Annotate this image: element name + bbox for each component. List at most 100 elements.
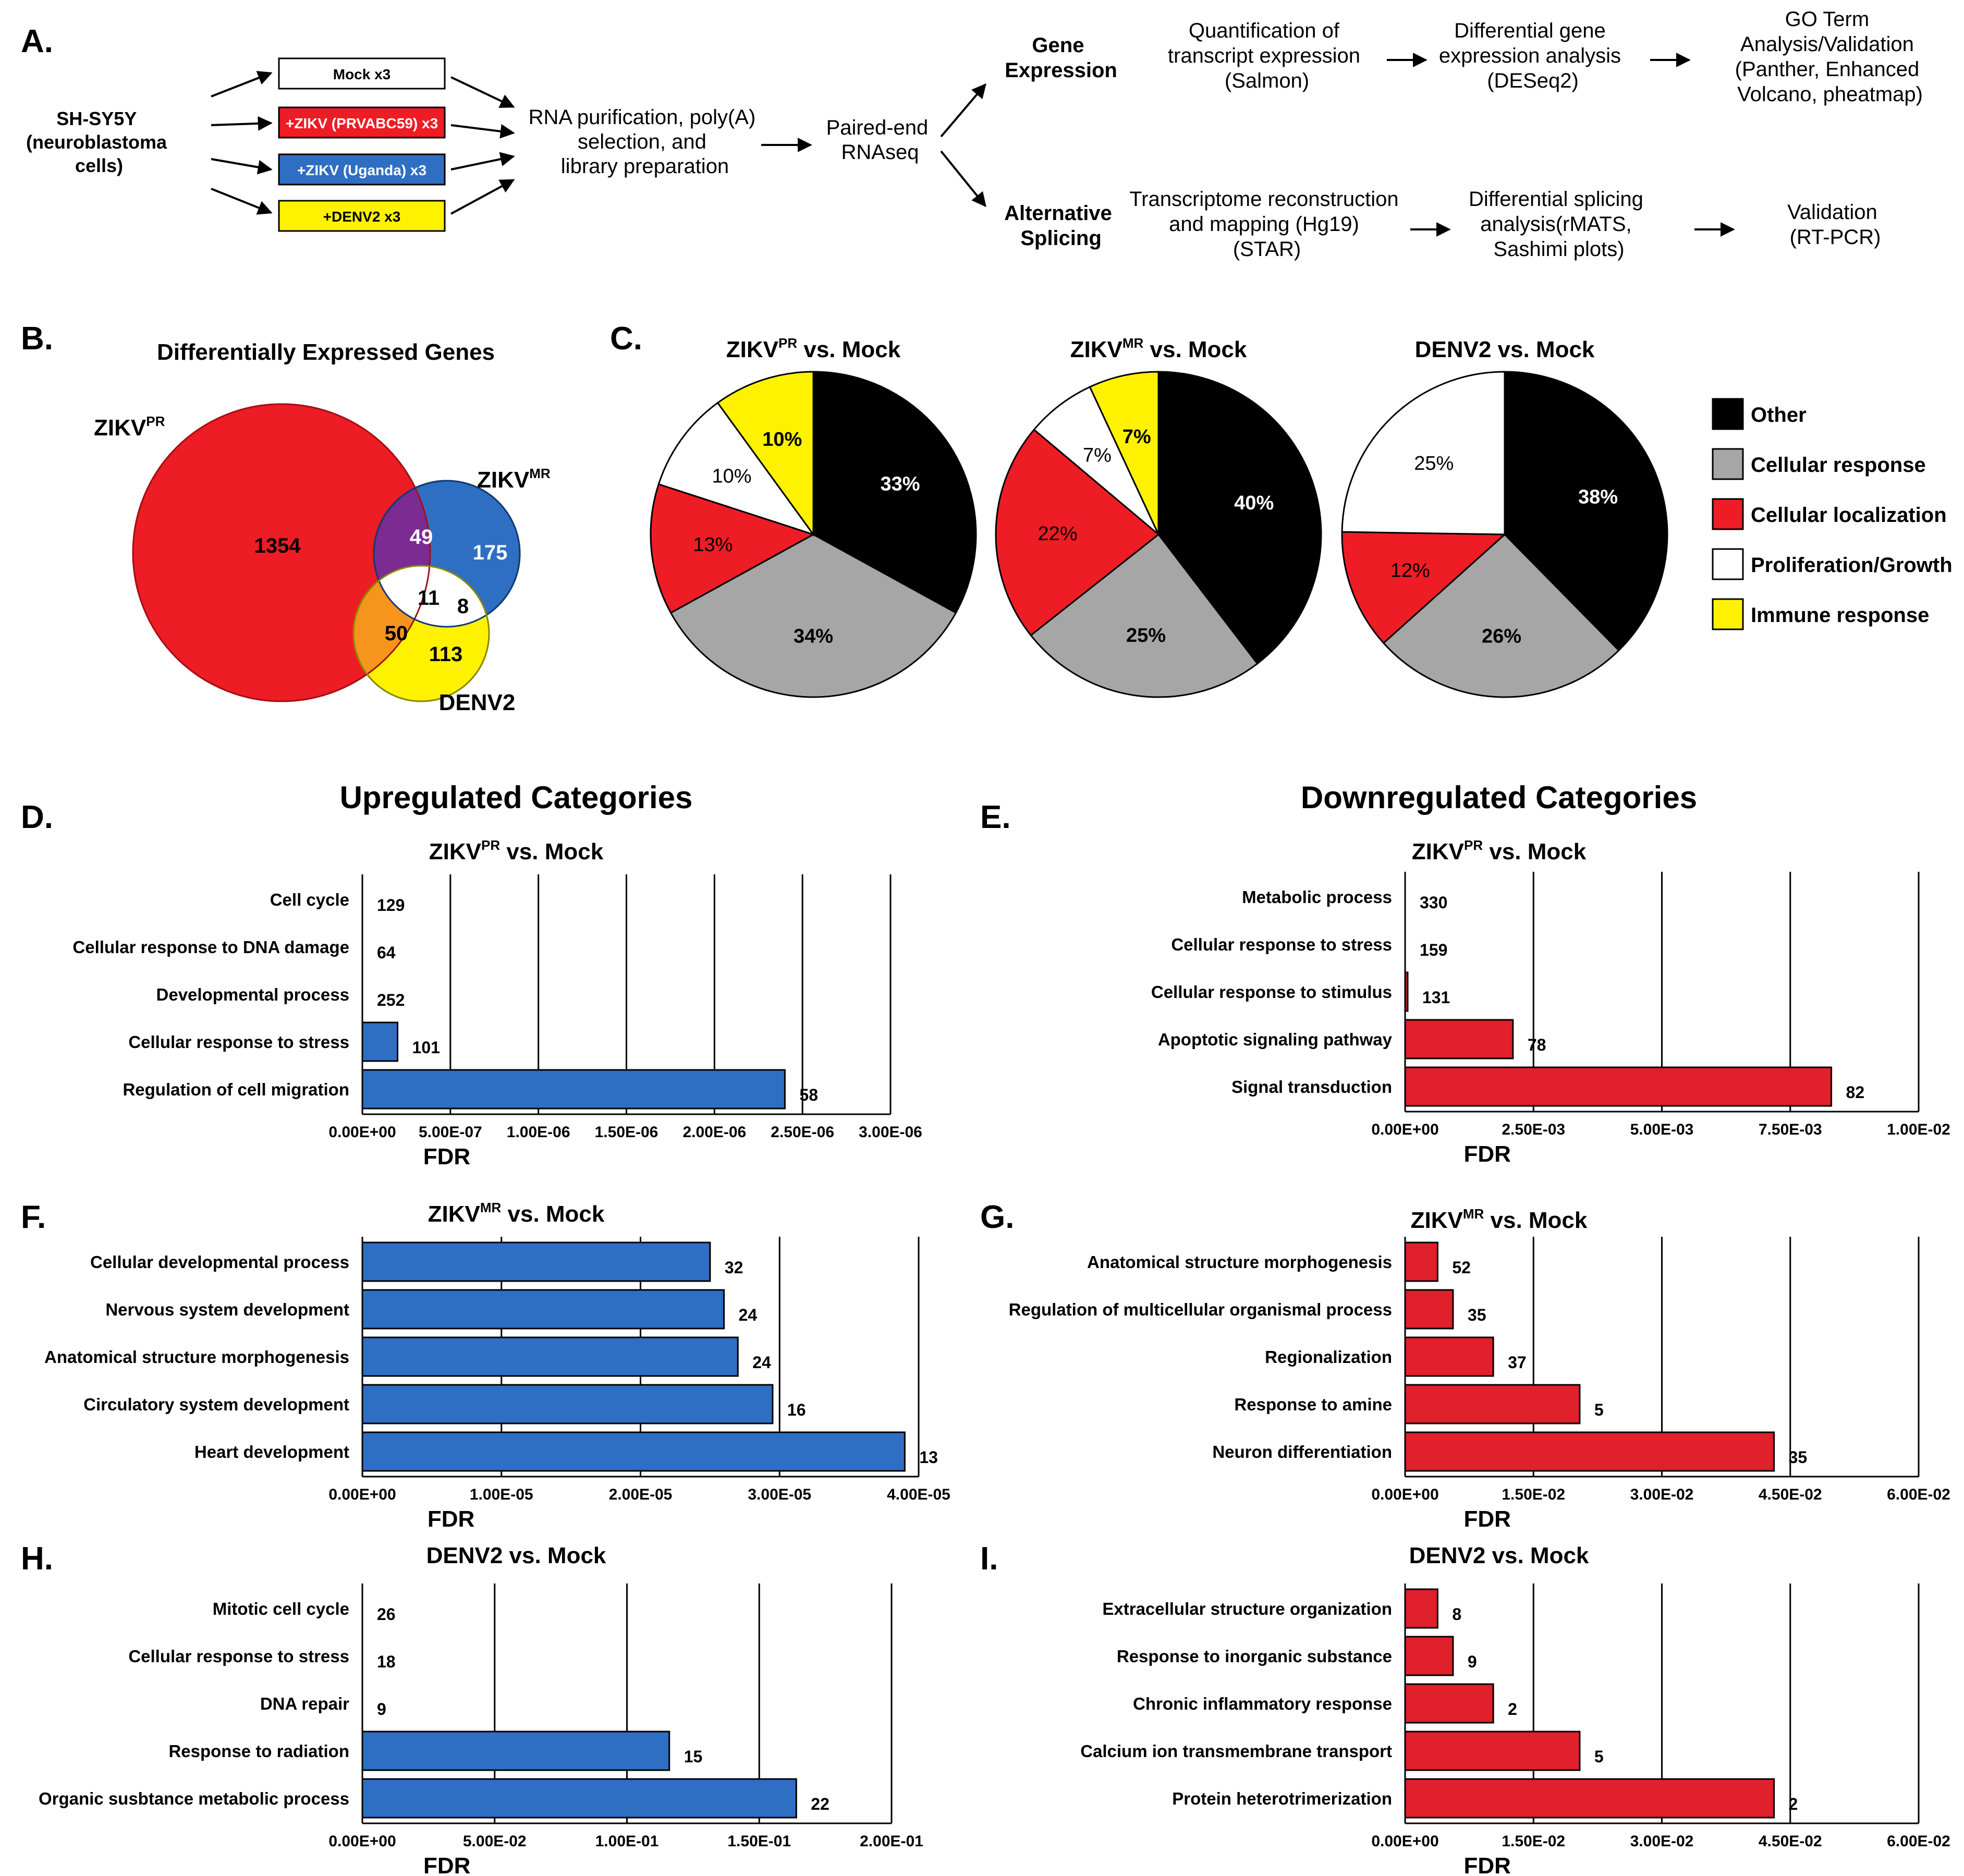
x-tick-label: 0.00E+00 bbox=[328, 1486, 396, 1503]
pie-slice-label: 7% bbox=[1123, 426, 1151, 448]
legend-label: Immune response bbox=[1751, 604, 1929, 627]
pie-slice bbox=[1341, 531, 1507, 644]
bar-category-label: Anatomical structure morphogenesis bbox=[44, 1347, 349, 1367]
bar-count-label: 159 bbox=[1420, 941, 1447, 959]
x-tick-label: 3.00E-02 bbox=[1630, 1486, 1694, 1503]
venn-label-zikv-pr: ZIKVPR bbox=[94, 413, 165, 441]
bar-count-label: 24 bbox=[752, 1353, 771, 1372]
pie-slice bbox=[1504, 371, 1668, 652]
venn-overlap-pr-denv bbox=[353, 566, 430, 701]
venn-label-denv2: DENV2 bbox=[439, 690, 516, 715]
chart-title-main: ZIKV bbox=[1070, 337, 1123, 362]
x-tick-label: 4.50E-02 bbox=[1759, 1486, 1822, 1503]
x-tick-label: 6.00E-02 bbox=[1887, 1486, 1950, 1503]
bar-category-label: Chronic inflammatory response bbox=[1133, 1694, 1392, 1713]
pie-slice-label: 25% bbox=[1414, 453, 1454, 474]
pie-title: DENV2 vs. Mock bbox=[1415, 337, 1595, 362]
bar-category-label: Apoptotic signaling pathway bbox=[1158, 1030, 1393, 1049]
pie-slice-label: 25% bbox=[1126, 625, 1166, 647]
arrow bbox=[211, 188, 273, 215]
x-tick-label: 1.00E-05 bbox=[470, 1486, 533, 1503]
x-tick-label: 2.00E-06 bbox=[682, 1124, 746, 1141]
x-tick-label: 2.00E-01 bbox=[860, 1833, 923, 1850]
bar-chart-title: ZIKVMR vs. Mock bbox=[1411, 1206, 1588, 1233]
bar-count-label: 64 bbox=[377, 943, 396, 962]
bar-count-label: 2 bbox=[1789, 1795, 1798, 1813]
chart-title-sup: PR bbox=[778, 335, 797, 351]
condition-box bbox=[278, 153, 446, 186]
condition-label: +ZIKV (Uganda) x3 bbox=[297, 162, 426, 178]
venn-count-pr-denv: 50 bbox=[385, 622, 408, 645]
bar bbox=[1404, 1241, 1438, 1282]
panel-a-label: A. bbox=[21, 23, 53, 59]
arrow bbox=[450, 76, 515, 108]
pie-slice bbox=[1089, 371, 1160, 535]
x-axis-label: FDR bbox=[1464, 1853, 1511, 1876]
bar bbox=[361, 1731, 670, 1771]
x-tick-label: 5.00E-03 bbox=[1630, 1121, 1694, 1138]
chart-title-rest: vs. Mock bbox=[1484, 1208, 1588, 1233]
x-axis-label: FDR bbox=[423, 1853, 470, 1876]
bar-chart-title: ZIKVMR vs. Mock bbox=[428, 1200, 605, 1227]
bar-count-label: 26 bbox=[377, 1605, 396, 1624]
legend-swatch bbox=[1712, 598, 1744, 630]
bar-count-label: 78 bbox=[1528, 1036, 1546, 1054]
go-term-step: GO Term Analysis/Validation (Panther, En… bbox=[1735, 8, 1925, 106]
x-tick-label: 1.00E-01 bbox=[595, 1833, 659, 1850]
pie-zikv-mr: ZIKVMR vs. Mock 40% 25% 22% 7% 7% bbox=[995, 335, 1322, 698]
bar-count-label: 9 bbox=[377, 1700, 386, 1719]
bar-count-label: 82 bbox=[1846, 1083, 1865, 1102]
alternative-splicing-title: Alternative Splicing bbox=[1004, 202, 1118, 250]
bar-count-label: 16 bbox=[787, 1400, 806, 1419]
bar-category-label: Cellular response to stimulus bbox=[1151, 982, 1392, 1002]
quantification-step: Quantification of transcript expression … bbox=[1168, 19, 1366, 92]
venn-count-mr-denv: 8 bbox=[457, 595, 469, 618]
bar bbox=[1404, 1636, 1454, 1676]
x-tick-label: 4.50E-02 bbox=[1759, 1833, 1822, 1850]
pie-slice-label: 13% bbox=[693, 534, 733, 556]
bar-category-label: Cellular response to stress bbox=[1171, 935, 1392, 954]
pie-zikv-pr: ZIKVPR vs. Mock 33% 34% 13% 10% 10% bbox=[650, 335, 977, 698]
bar bbox=[361, 1778, 797, 1819]
x-tick-label: 0.00E+00 bbox=[328, 1833, 396, 1850]
bar bbox=[1404, 1384, 1581, 1424]
bar-count-label: 5 bbox=[1594, 1747, 1604, 1766]
bar-chart-title: DENV2 vs. Mock bbox=[1409, 1543, 1589, 1568]
pie-denv2: DENV2 vs. Mock 38% 26% 12% 25% bbox=[1341, 337, 1668, 698]
source-cells: SH-SY5Y (neuroblastoma cells) bbox=[26, 108, 172, 176]
arrow bbox=[450, 179, 515, 215]
venn-count-pr-only: 1354 bbox=[254, 534, 301, 557]
panel-a-workflow: A. SH-SY5Y (neuroblastoma cells) Mock x3… bbox=[21, 8, 1925, 261]
bar-category-label: Response to amine bbox=[1234, 1395, 1392, 1414]
bar bbox=[1404, 1066, 1833, 1107]
pie-slice bbox=[995, 428, 1160, 637]
x-tick-label: 1.50E-01 bbox=[727, 1833, 791, 1850]
x-axis-label: FDR bbox=[428, 1506, 474, 1532]
bar-chart-g: G. ZIKVMR vs. Mock 0.00E+00 1.50E-02 3.00E-0… bbox=[980, 1199, 1950, 1532]
condition-label: Mock x3 bbox=[333, 66, 391, 82]
panel-b-label: B. bbox=[21, 321, 53, 357]
x-tick-label: 1.00E-02 bbox=[1887, 1121, 1950, 1138]
bar-category-label: Cellular response to stress bbox=[128, 1647, 349, 1666]
arrow bbox=[211, 158, 273, 175]
legend-swatch bbox=[1712, 548, 1744, 580]
bar bbox=[361, 1021, 399, 1062]
bar bbox=[361, 1069, 786, 1110]
condition-box bbox=[278, 57, 446, 90]
condition-label: +DENV2 x3 bbox=[323, 209, 401, 225]
x-tick-label: 5.00E-02 bbox=[463, 1833, 527, 1850]
bar-count-label: 129 bbox=[377, 896, 405, 915]
gene-expression-title: Gene Expression bbox=[1005, 34, 1117, 82]
chart-title-rest: vs. Mock bbox=[1483, 839, 1587, 864]
x-tick-label: 1.50E-02 bbox=[1502, 1833, 1565, 1850]
bar-category-label: Cell cycle bbox=[270, 890, 349, 909]
venn-outline bbox=[352, 565, 490, 702]
bar-count-label: 32 bbox=[725, 1258, 743, 1277]
pie-slice bbox=[1033, 386, 1160, 535]
bar-category-label: Neuron differentiation bbox=[1212, 1442, 1392, 1461]
legend-swatch bbox=[1712, 498, 1744, 530]
bar-count-label: 252 bbox=[377, 991, 405, 1009]
panel-label: I. bbox=[980, 1541, 998, 1577]
bar bbox=[361, 1241, 711, 1282]
